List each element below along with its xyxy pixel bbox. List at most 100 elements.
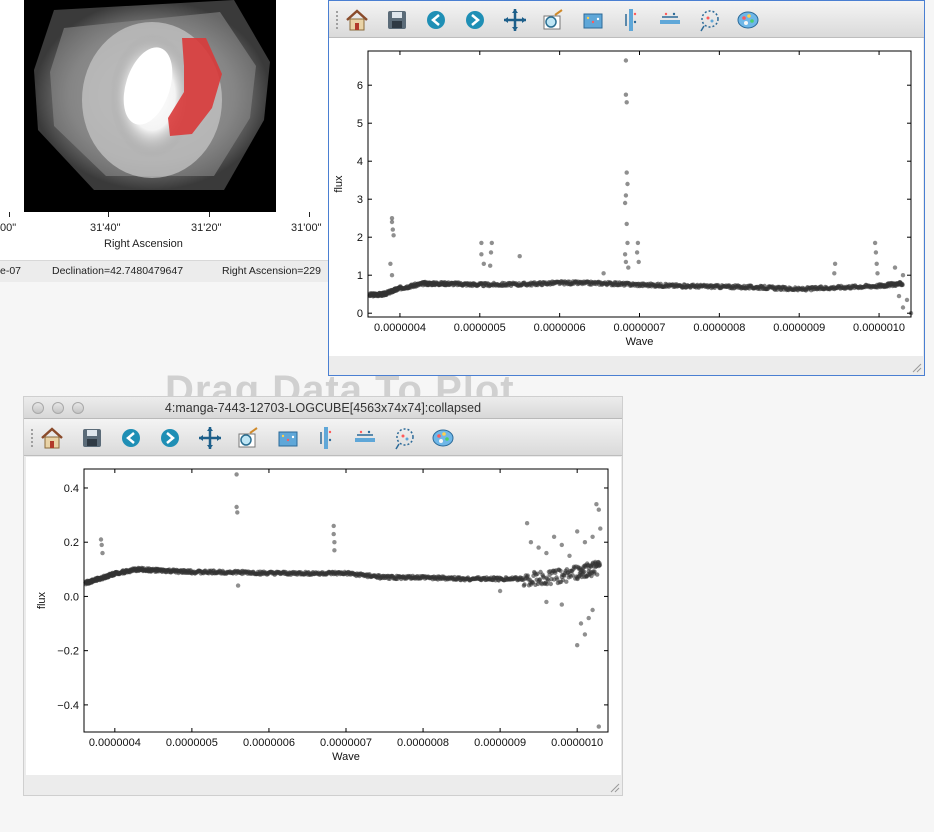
data-point bbox=[634, 250, 640, 255]
data-point bbox=[581, 569, 587, 574]
data-point bbox=[575, 529, 580, 534]
axes-frame bbox=[367, 50, 912, 318]
toolbar-grip[interactable] bbox=[30, 428, 34, 448]
pan-icon bbox=[199, 427, 221, 449]
forward-arrow-button[interactable] bbox=[156, 424, 184, 452]
toolbar-grip[interactable] bbox=[335, 10, 339, 30]
pan-icon bbox=[504, 9, 526, 31]
plot-area[interactable]: 0.0000004 0.0000005 0.0000006 0.0000007 0.00… bbox=[26, 457, 621, 775]
back-arrow-button[interactable] bbox=[117, 424, 145, 452]
data-point bbox=[896, 293, 902, 299]
save-button[interactable] bbox=[78, 424, 106, 452]
ra-tickmark bbox=[209, 212, 210, 217]
data-point bbox=[100, 550, 105, 556]
ra-tickmark bbox=[9, 212, 10, 217]
axes-frame bbox=[83, 468, 609, 733]
data-point bbox=[598, 526, 603, 531]
horizontal-bars-button[interactable] bbox=[351, 424, 379, 452]
minimize-window-button[interactable] bbox=[52, 402, 64, 414]
save-button[interactable] bbox=[383, 6, 411, 34]
forward-arrow-icon bbox=[466, 11, 484, 29]
palette-button[interactable] bbox=[429, 424, 457, 452]
home-button[interactable] bbox=[343, 6, 371, 34]
flux-chart-top[interactable]: 0.0000004 0.0000005 0.0000006 0.0000007 0.00… bbox=[329, 38, 923, 356]
data-point bbox=[578, 621, 584, 626]
plot-area[interactable]: 0.0000004 0.0000005 0.0000006 0.0000007 0.00… bbox=[329, 38, 923, 356]
pan-button[interactable] bbox=[196, 424, 224, 452]
data-point bbox=[590, 607, 595, 613]
data-point bbox=[623, 259, 629, 265]
data-point bbox=[832, 271, 837, 276]
data-point bbox=[636, 259, 641, 265]
vertical-bars-button[interactable] bbox=[617, 6, 645, 34]
y-axis-label: flux bbox=[333, 175, 345, 193]
forward-arrow-button[interactable] bbox=[461, 6, 489, 34]
y-tick-label: 6 bbox=[357, 80, 363, 92]
close-window-button[interactable] bbox=[32, 402, 44, 414]
data-point bbox=[622, 200, 628, 206]
status-fragment: e-07 bbox=[0, 265, 22, 277]
y-tick-label: 0.0 bbox=[64, 591, 79, 603]
pan-button[interactable] bbox=[501, 6, 529, 34]
horizontal-bars-icon bbox=[660, 12, 680, 24]
window-titlebar[interactable]: 4:manga-7443-12703-LOGCUBE[4563x74x74]:c… bbox=[24, 397, 622, 419]
vertical-bars-button[interactable] bbox=[312, 424, 340, 452]
data-point bbox=[99, 542, 104, 548]
data-point bbox=[488, 263, 493, 268]
x-tick-label: 0.0000004 bbox=[89, 737, 141, 749]
configure-subplots-icon bbox=[583, 13, 603, 29]
image-canvas[interactable] bbox=[24, 0, 276, 212]
configure-subplots-button[interactable] bbox=[274, 424, 302, 452]
data-point bbox=[497, 588, 503, 594]
x-tick-label: 0.0000008 bbox=[693, 322, 745, 334]
horizontal-bars-button[interactable] bbox=[656, 6, 684, 34]
maximize-window-button[interactable] bbox=[72, 402, 84, 414]
resize-grip-icon[interactable] bbox=[610, 783, 620, 793]
resize-grip-icon[interactable] bbox=[912, 363, 922, 373]
x-axis-label: Wave bbox=[332, 751, 360, 763]
data-point bbox=[589, 573, 594, 579]
zoom-button[interactable] bbox=[539, 6, 567, 34]
data-point bbox=[536, 545, 541, 550]
back-arrow-button[interactable] bbox=[422, 6, 450, 34]
data-point bbox=[624, 100, 629, 105]
galaxy-center bbox=[123, 47, 173, 125]
lasso-button[interactable] bbox=[696, 6, 724, 34]
status-declination: Declination=42.7480479647 bbox=[52, 265, 184, 277]
home-button[interactable] bbox=[38, 424, 66, 452]
lasso-button[interactable] bbox=[391, 424, 419, 452]
data-point bbox=[625, 240, 630, 246]
data-point bbox=[597, 562, 603, 568]
plot-window-bottom[interactable]: 4:manga-7443-12703-LOGCUBE[4563x74x74]:c… bbox=[23, 396, 623, 796]
zoom-button[interactable] bbox=[234, 424, 262, 452]
data-point bbox=[875, 271, 880, 276]
back-arrow-icon bbox=[427, 11, 445, 29]
data-point bbox=[624, 221, 629, 227]
x-tick-label: 0.0000010 bbox=[551, 737, 603, 749]
ra-axis-label: Right Ascension bbox=[104, 238, 183, 250]
vertical-bars-icon bbox=[625, 9, 637, 31]
zoom-icon bbox=[238, 427, 258, 448]
data-point bbox=[537, 577, 543, 582]
data-point bbox=[389, 216, 395, 221]
plot-window-top[interactable]: 0.0000004 0.0000005 0.0000006 0.0000007 0.00… bbox=[328, 0, 925, 376]
zoom-icon bbox=[543, 9, 563, 30]
palette-button[interactable] bbox=[734, 6, 762, 34]
data-point bbox=[559, 542, 564, 548]
configure-subplots-icon bbox=[278, 431, 298, 447]
data-point bbox=[624, 170, 629, 175]
flux-chart-bottom[interactable]: 0.0000004 0.0000005 0.0000006 0.0000007 0.00… bbox=[26, 457, 621, 775]
data-point bbox=[544, 550, 549, 556]
y-tick-label: −0.2 bbox=[57, 646, 79, 658]
data-point bbox=[626, 265, 631, 270]
y-tick-label: 5 bbox=[357, 118, 363, 130]
data-point bbox=[479, 240, 484, 246]
data-point bbox=[900, 282, 905, 288]
data-point bbox=[575, 643, 580, 648]
selection-region[interactable] bbox=[168, 38, 222, 136]
data-point bbox=[570, 573, 575, 578]
configure-subplots-button[interactable] bbox=[579, 6, 607, 34]
data-point bbox=[331, 523, 336, 529]
y-tick-label: 2 bbox=[357, 232, 363, 244]
data-point bbox=[595, 572, 600, 577]
